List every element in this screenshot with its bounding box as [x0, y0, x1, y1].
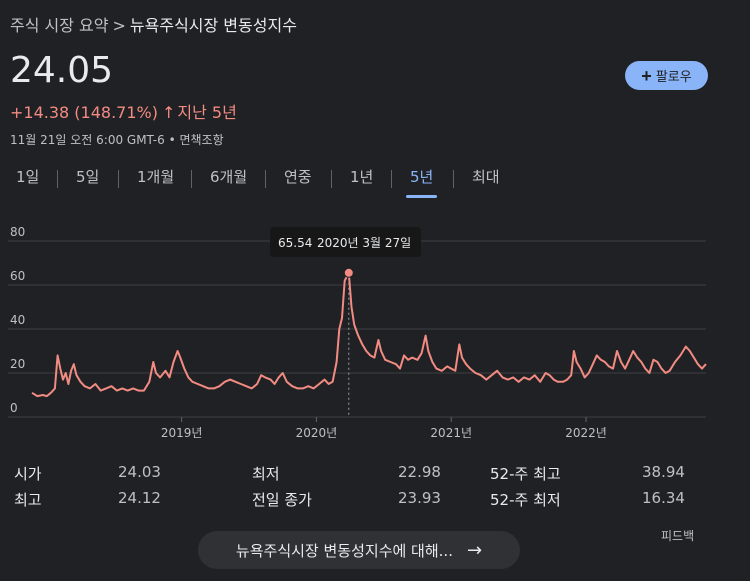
high-value: 24.12 — [118, 489, 161, 507]
current-price: 24.05 — [10, 50, 114, 91]
wk52-high-label: 52-주 최고 — [490, 465, 561, 483]
wk52-high-value: 38.94 — [642, 463, 685, 481]
tab-divider — [57, 170, 58, 188]
tab-divider — [265, 170, 266, 188]
change-period: 지난 5년 — [177, 103, 237, 122]
y-tick-label: 40 — [10, 313, 25, 327]
y-tick-label: 80 — [10, 225, 25, 239]
quote-timestamp: 11월 21일 오전 6:00 GMT-6 • 면책조항 — [10, 133, 224, 147]
tab-divider — [453, 170, 454, 188]
x-tick-label: 2019년 — [161, 426, 203, 440]
tab-ytd[interactable]: 연중 — [284, 168, 312, 186]
about-label: 뉴욕주식시장 변동성지수에 대해... — [235, 541, 453, 560]
y-tick-label: 60 — [10, 269, 25, 283]
tab-max[interactable]: 최대 — [472, 168, 500, 186]
tab-5y[interactable]: 5년 — [405, 166, 438, 198]
feedback-link[interactable]: 피드백 — [661, 529, 695, 543]
tooltip-date: 2020년 3월 27일 — [317, 236, 411, 250]
wk52-low-label: 52-주 최저 — [490, 491, 561, 509]
price-chart[interactable]: 0 20 40 60 80 2019년 2020년 2021년 2022년 65.54 2020년 … — [0, 224, 750, 444]
wk52-low-value: 16.34 — [642, 489, 685, 507]
tab-1d[interactable]: 1일 — [16, 168, 40, 186]
price-change: +14.38 (148.71%) ↑ 지난 5년 — [10, 99, 237, 123]
tooltip-box — [270, 227, 421, 257]
x-tick-label: 2021년 — [430, 426, 472, 440]
series-line — [31, 271, 707, 398]
breadcrumb-separator: > — [112, 16, 126, 35]
plus-icon: + — [641, 65, 652, 86]
open-value: 24.03 — [118, 463, 161, 481]
tab-divider — [191, 170, 192, 188]
tab-1y[interactable]: 1년 — [350, 168, 374, 186]
tooltip-value: 65.54 — [278, 236, 312, 250]
high-label: 최고 — [14, 491, 42, 509]
tab-1m[interactable]: 1개월 — [137, 168, 175, 186]
arrow-right-icon: → — [466, 539, 483, 561]
low-label: 최저 — [252, 465, 280, 483]
tab-5d[interactable]: 5일 — [76, 168, 100, 186]
about-index-button[interactable]: 뉴욕주식시장 변동성지수에 대해... → — [198, 531, 520, 569]
breadcrumb-current: 뉴욕주식시장 변동성지수 — [129, 16, 297, 35]
breadcrumb-parent[interactable]: 주식 시장 요약 — [10, 16, 109, 35]
tab-divider — [391, 170, 392, 188]
up-arrow-icon: ↑ — [161, 103, 176, 122]
tab-divider — [331, 170, 332, 188]
hover-point — [343, 267, 354, 278]
x-tick-label: 2022년 — [565, 426, 607, 440]
y-tick-label: 20 — [10, 357, 25, 371]
price-change-value: +14.38 (148.71%) — [10, 103, 158, 122]
tab-6m[interactable]: 6개월 — [210, 168, 248, 186]
prev-close-value: 23.93 — [398, 489, 441, 507]
x-tick-label: 2020년 — [296, 426, 338, 440]
breadcrumb: 주식 시장 요약 > 뉴욕주식시장 변동성지수 — [10, 12, 297, 36]
open-label: 시가 — [14, 465, 42, 483]
y-tick-label: 0 — [10, 401, 18, 415]
tab-divider — [118, 170, 119, 188]
follow-label: 팔로우 — [655, 69, 692, 84]
low-value: 22.98 — [398, 463, 441, 481]
follow-button[interactable]: + 팔로우 — [625, 61, 708, 90]
range-tabs: 1일 5일 1개월 6개월 연중 1년 5년 최대 — [0, 166, 520, 198]
prev-close-label: 전일 종가 — [252, 491, 312, 509]
key-stats: 시가 24.03 최고 24.12 최저 22.98 전일 종가 23.93 5… — [0, 460, 750, 520]
